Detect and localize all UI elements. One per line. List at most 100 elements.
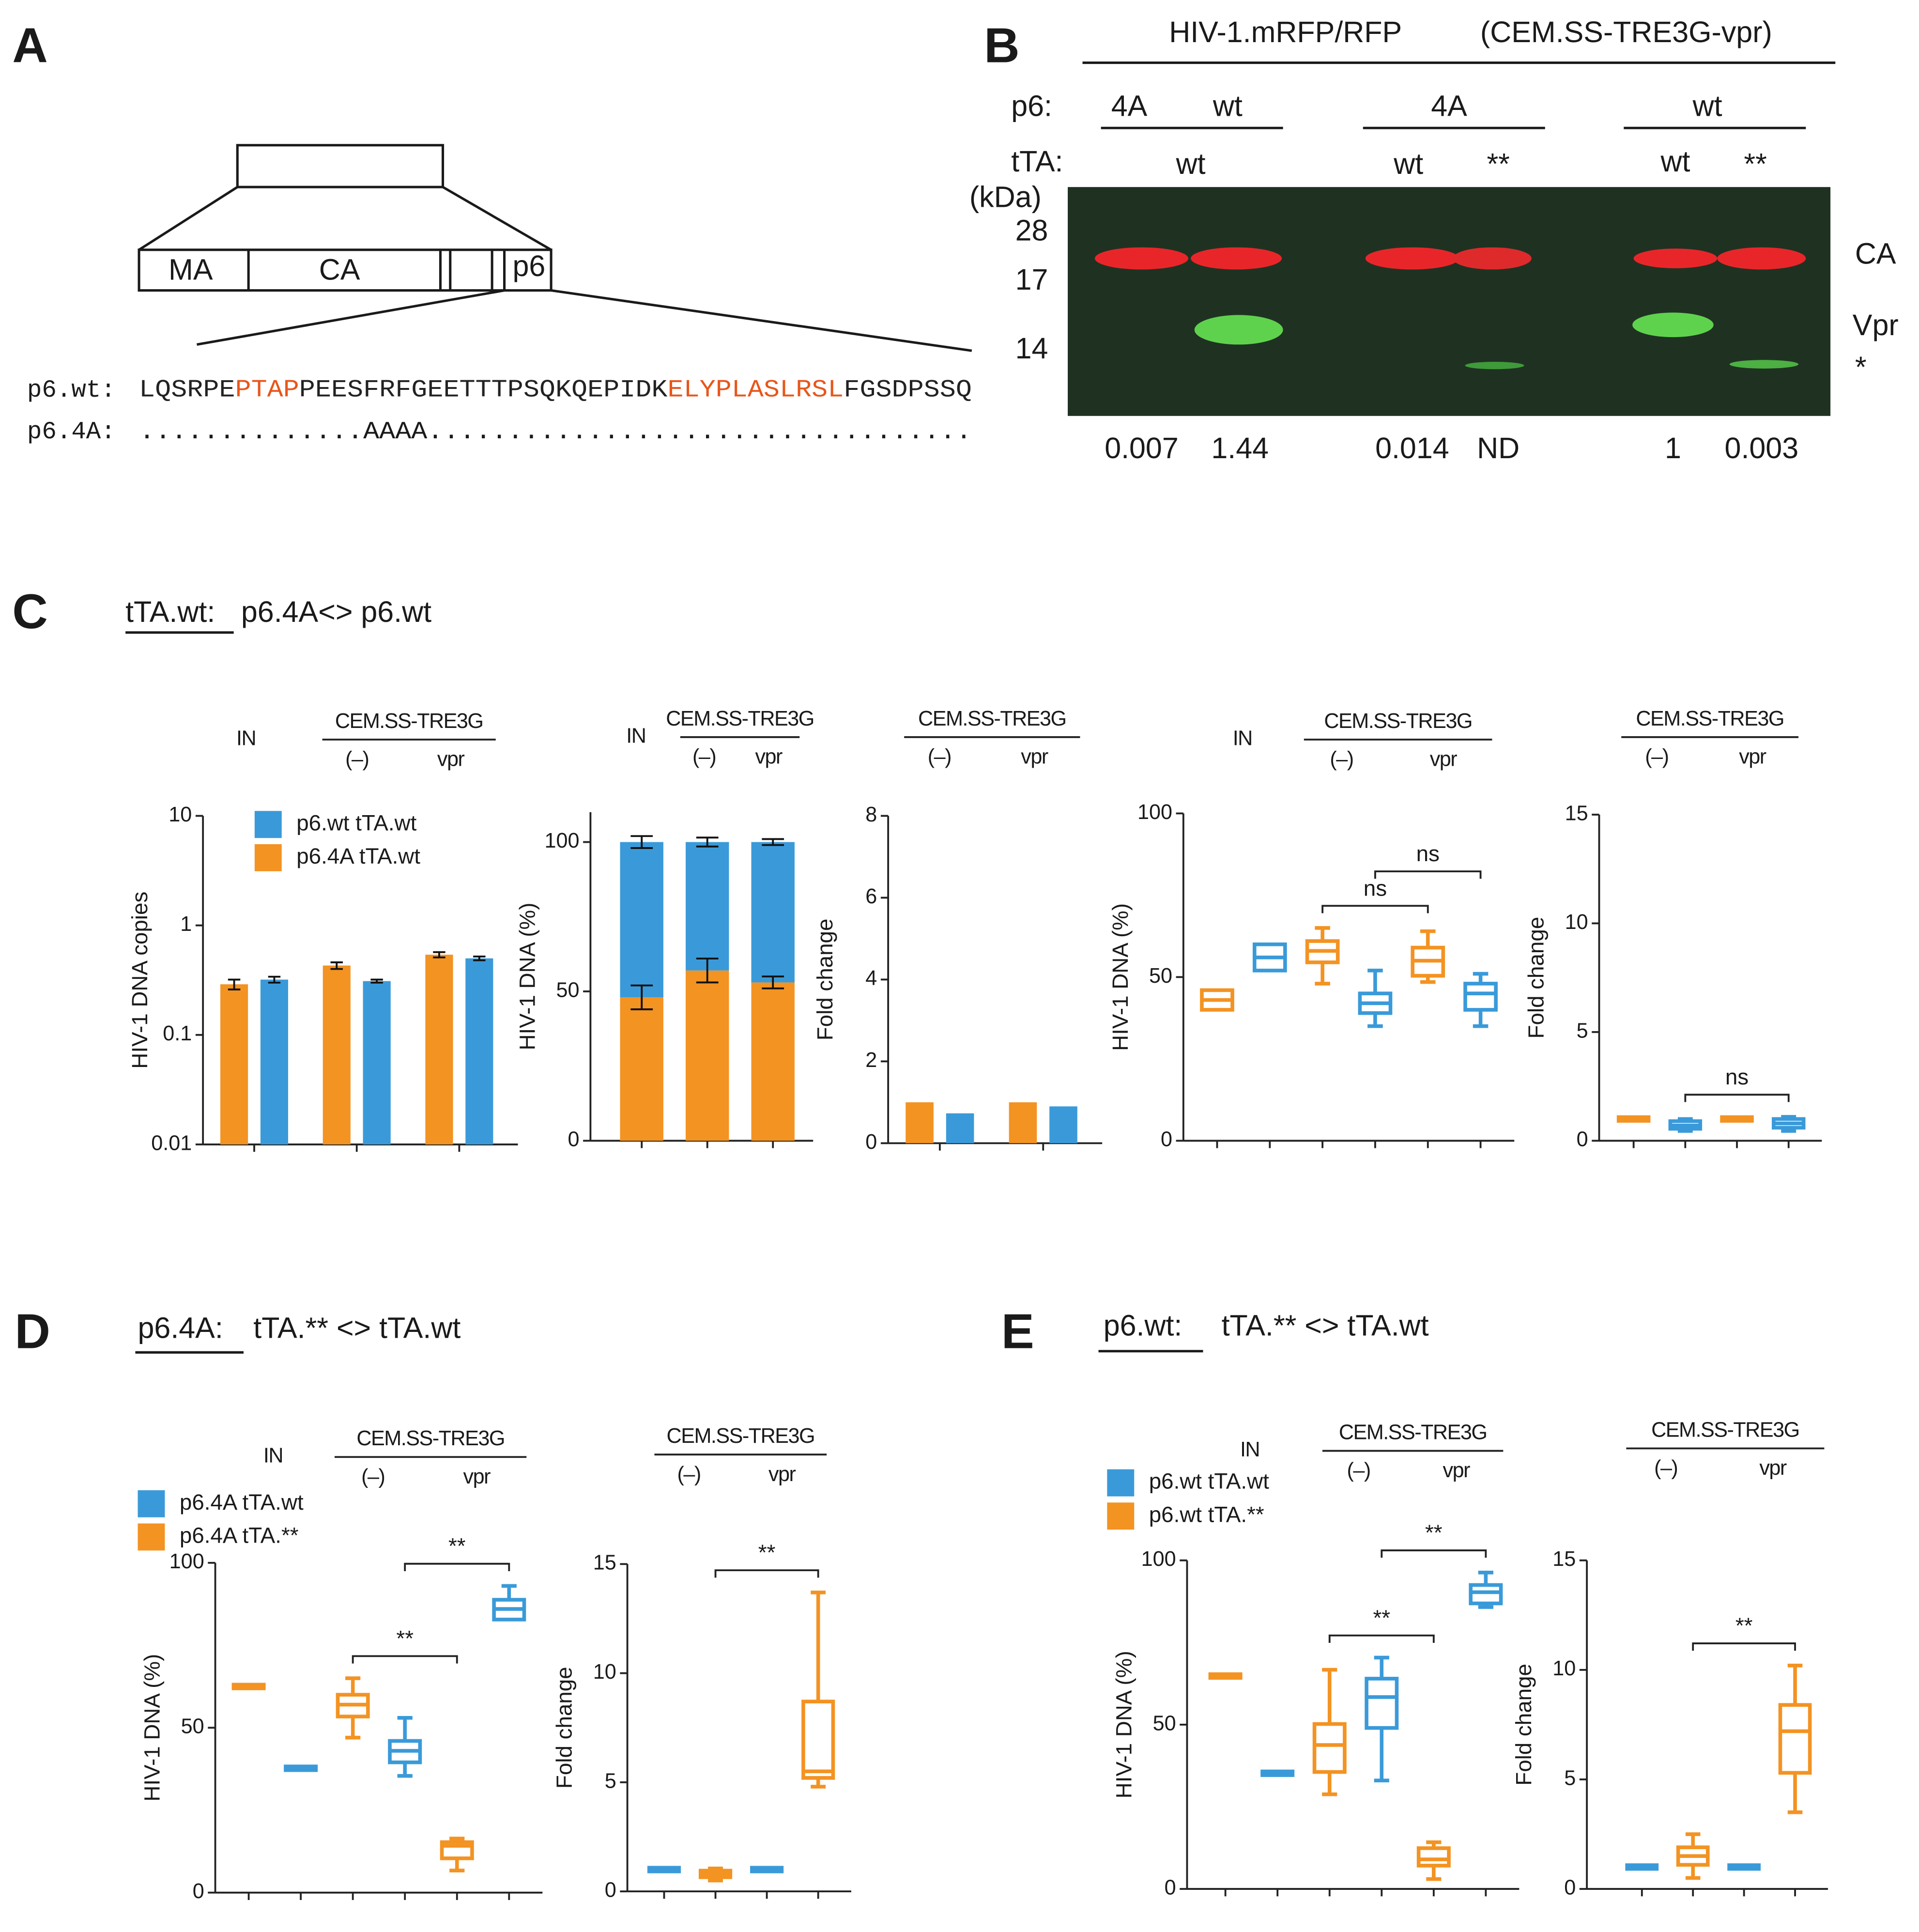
- significance-bracket: [1328, 1634, 1435, 1643]
- blot-title: HIV-1.mRFP/RFP: [1169, 15, 1402, 48]
- bar: [1009, 1102, 1037, 1144]
- error-bar: [762, 975, 784, 989]
- whisker: [501, 1584, 517, 1600]
- y-tick-label: 8: [865, 803, 877, 826]
- whisker: [1374, 1655, 1389, 1679]
- significance-bracket: [1374, 870, 1482, 879]
- error-bar: [630, 984, 653, 1010]
- y-axis-title: Fold change: [1524, 917, 1549, 1039]
- y-tick-label: 5: [1577, 1019, 1588, 1042]
- panel-underlined: tTA.wt:: [125, 595, 215, 628]
- error-bar: [370, 978, 383, 984]
- row-label: tTA:: [1011, 145, 1063, 178]
- zoom-line: [442, 185, 552, 251]
- mutant-sequence: ..............AAAA......................…: [139, 418, 972, 446]
- ca-bands: [1094, 247, 1806, 270]
- y-tick-label: 15: [1565, 802, 1588, 825]
- y-axis-title: Fold change: [552, 1667, 577, 1789]
- lane-label: wt: [1176, 147, 1206, 180]
- y-tick-label: 15: [1552, 1547, 1576, 1571]
- lane-label: **: [1744, 147, 1766, 180]
- panel-title: tTA.** <> tTA.wt: [1222, 1309, 1429, 1342]
- sequence-segment: LQSRPE: [139, 377, 235, 404]
- significance-bracket: [1321, 905, 1429, 913]
- box: [1365, 1677, 1399, 1730]
- seq-label: p6.4A:: [27, 418, 116, 446]
- chart: 0 2 4 6 8 Fold change CEM.SS-TRE3G (–) vpr: [813, 707, 1103, 1154]
- header-subgroup: (–): [361, 1465, 384, 1488]
- legend-label: p6.wt tTA.wt: [296, 810, 416, 835]
- whisker: [449, 1858, 465, 1872]
- zoom-box: [236, 144, 445, 188]
- whisker: [1367, 969, 1383, 994]
- y-tick-label: 0: [605, 1879, 616, 1902]
- panel-label: A: [12, 17, 47, 73]
- header-group: CEM.SS-TRE3G: [335, 710, 483, 733]
- significance-bracket: [404, 1562, 510, 1571]
- header-subgroup: (–): [1645, 745, 1668, 769]
- legend-swatch: [254, 844, 282, 871]
- whisker: [345, 1716, 361, 1740]
- y-tick-label: 5: [605, 1769, 616, 1793]
- legend-swatch: [254, 811, 282, 838]
- vpr-bands: [1194, 312, 1799, 370]
- legend-label: p6.4A tTA.**: [180, 1523, 299, 1547]
- y-tick-label: 10: [593, 1660, 616, 1684]
- whisker: [1322, 1772, 1337, 1796]
- bar: [1049, 1106, 1077, 1144]
- whisker: [1685, 1865, 1701, 1880]
- group-label: 4A: [1431, 90, 1467, 123]
- band: [1094, 247, 1189, 270]
- legend-swatch: [1107, 1469, 1135, 1497]
- band-label: *: [1855, 350, 1867, 383]
- y-tick-label: 0: [193, 1880, 204, 1903]
- header-group: CEM.SS-TRE3G: [1651, 1418, 1799, 1441]
- box: [801, 1700, 835, 1780]
- y-tick-label: 0.1: [163, 1022, 192, 1045]
- y-tick-label: 15: [593, 1551, 616, 1575]
- band-label: CA: [1855, 237, 1896, 270]
- whisker: [1473, 1009, 1489, 1028]
- header-subgroup: vpr: [463, 1465, 491, 1488]
- bar: [906, 1102, 934, 1144]
- group-label: wt: [1213, 90, 1243, 123]
- chart: 0 5 10 15 Fold change CEM.SS-TRE3G (–) vpr ns: [1524, 707, 1822, 1151]
- band: [1191, 247, 1282, 270]
- mw-marker: 17: [1015, 263, 1048, 296]
- domain-label: MA: [169, 253, 213, 286]
- header-subgroup: vpr: [1443, 1459, 1471, 1482]
- header-subgroup: vpr: [1430, 748, 1458, 771]
- whisker: [811, 1591, 826, 1702]
- y-tick-label: 6: [865, 885, 877, 908]
- legend-label: p6.4A tTA.wt: [180, 1490, 304, 1515]
- box: [1778, 1703, 1812, 1775]
- header-input: IN: [1233, 726, 1252, 750]
- chart: 0 50 100 HIV-1 DNA (%) IN CEM.SS-TRE3G (–) vpr: [515, 707, 814, 1151]
- group-label: wt: [1692, 90, 1722, 123]
- bar: [322, 965, 351, 1144]
- significance-label: **: [1735, 1613, 1753, 1638]
- header-subgroup: vpr: [1021, 745, 1048, 769]
- y-tick-label: 50: [181, 1715, 204, 1738]
- y-tick-label: 0: [1564, 1876, 1576, 1899]
- whisker: [1315, 926, 1330, 942]
- significance-label: ns: [1416, 841, 1440, 866]
- zoom-line: [551, 289, 972, 352]
- y-tick-label: 100: [544, 829, 579, 852]
- significance-bracket: [352, 1655, 458, 1664]
- header-group: CEM.SS-TRE3G: [356, 1427, 505, 1450]
- band: [1632, 312, 1714, 338]
- zoom-line: [138, 186, 238, 251]
- whisker: [345, 1676, 361, 1695]
- domain-label: p6: [512, 249, 545, 282]
- header-subgroup: vpr: [768, 1463, 796, 1486]
- whisker: [1787, 1773, 1803, 1814]
- lane-label: wt: [1393, 147, 1423, 180]
- bar: [425, 955, 453, 1144]
- significance-label: ns: [1364, 876, 1387, 900]
- header-group: CEM.SS-TRE3G: [918, 707, 1066, 730]
- quant: ND: [1477, 432, 1520, 464]
- band: [1729, 360, 1799, 369]
- bar-segment: [751, 982, 795, 1141]
- y-tick-label: 10: [1552, 1657, 1576, 1680]
